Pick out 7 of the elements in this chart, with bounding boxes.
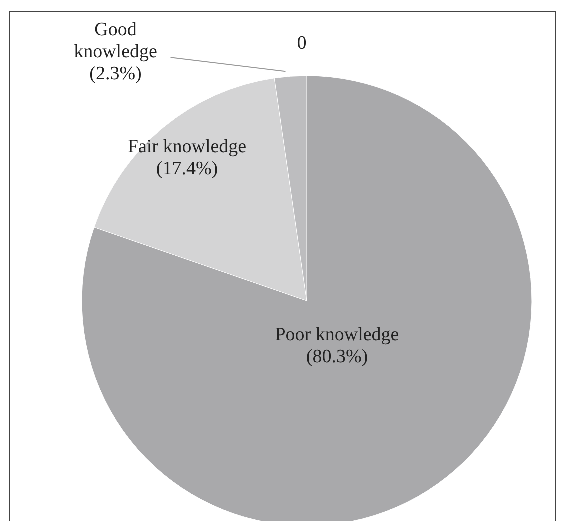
data-label: (17.4%) <box>156 158 218 180</box>
data-label: (2.3%) <box>90 64 142 85</box>
slice-label: Fair knowledge <box>128 136 247 158</box>
slice-label: Good knowledge <box>74 20 158 63</box>
text: 0 <box>297 33 307 54</box>
slice-label: Poor knowledge <box>275 324 400 346</box>
data-label: (80.3%) <box>306 346 368 368</box>
